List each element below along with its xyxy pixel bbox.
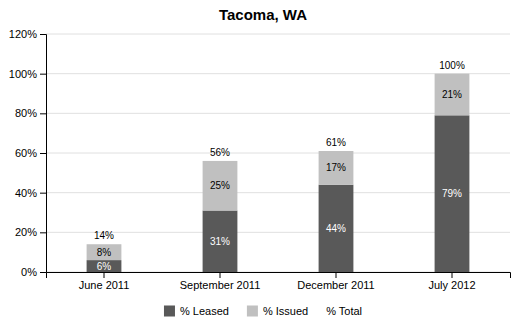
bar — [203, 161, 238, 211]
y-tick-mark — [40, 153, 46, 154]
bar — [203, 211, 238, 272]
x-tick: July 2012 — [428, 272, 475, 291]
y-tick: 80% — [15, 107, 46, 119]
x-axis-line — [47, 273, 511, 279]
bar — [87, 244, 122, 260]
data-label: 17% — [326, 162, 346, 173]
y-tick-mark — [40, 113, 46, 114]
x-tick: September 2011 — [180, 272, 261, 291]
y-tick: 100% — [9, 68, 46, 80]
legend-label: % Total — [326, 305, 362, 317]
bar — [319, 185, 354, 272]
y-axis: 0% 20% 40% 60% 80% 100% 120% — [9, 28, 47, 278]
y-tick-mark — [40, 232, 46, 233]
legend-item: % Total — [326, 305, 362, 317]
bar-series — [87, 115, 470, 272]
legend-label: % Issued — [263, 305, 308, 317]
y-tick-label: 100% — [9, 68, 37, 80]
legend-swatch — [247, 306, 258, 317]
y-tick: 20% — [15, 226, 46, 238]
y-tick-label: 0% — [21, 266, 37, 278]
bar — [435, 115, 470, 272]
y-tick-label: 20% — [15, 226, 37, 238]
y-tick-mark — [40, 193, 46, 194]
x-tick-mark — [336, 272, 337, 278]
x-tick-mark — [220, 272, 221, 278]
total-label: 100% — [439, 60, 465, 71]
total-label: 61% — [326, 137, 346, 148]
y-tick: 120% — [9, 28, 46, 40]
bar — [87, 260, 122, 272]
y-tick-mark — [40, 272, 46, 273]
x-tick-label: December 2011 — [297, 279, 374, 291]
x-tick-mark — [452, 272, 453, 278]
grid — [46, 34, 510, 272]
bar-series — [87, 74, 470, 260]
legend-item: % Issued — [247, 305, 308, 317]
y-tick-label: 60% — [15, 147, 37, 159]
total-label: 14% — [94, 230, 114, 241]
x-tick-label: June 2011 — [79, 279, 130, 291]
y-tick: 40% — [15, 187, 46, 199]
legend: % Leased % Issued % Total — [164, 305, 362, 317]
x-tick: June 2011 — [79, 272, 130, 291]
data-label: 21% — [442, 89, 462, 100]
grid-line — [46, 34, 510, 35]
data-label: 25% — [210, 180, 230, 191]
data-label: 79% — [442, 188, 462, 199]
legend-item: % Leased — [164, 305, 229, 317]
total-label: 56% — [210, 147, 230, 158]
bars — [87, 74, 470, 272]
y-tick-label: 80% — [15, 107, 37, 119]
x-tick: December 2011 — [297, 272, 374, 291]
y-tick: 60% — [15, 147, 46, 159]
x-axis: June 2011 September 2011 December 2011 July… — [47, 272, 511, 291]
bar — [435, 74, 470, 116]
x-tick-label: July 2012 — [428, 279, 475, 291]
data-label: 31% — [210, 236, 230, 247]
y-tick-mark — [40, 34, 46, 35]
chart: Tacoma, WA 6% 31% 44% 79% 8% 25% 17% 21% 14% 56% 61… — [0, 0, 526, 326]
data-label: 8% — [97, 247, 112, 258]
data-labels: 6% 31% 44% 79% 8% 25% 17% 21% 14% 56% 61% 100% — [94, 60, 465, 272]
y-axis-line — [40, 35, 47, 273]
legend-swatch — [164, 306, 175, 317]
data-label: 44% — [326, 223, 346, 234]
y-tick-mark — [40, 74, 46, 75]
y-tick: 0% — [21, 266, 46, 278]
data-label: 6% — [97, 261, 112, 272]
x-tick-label: September 2011 — [180, 279, 261, 291]
title: Tacoma, WA — [219, 6, 307, 23]
bar — [319, 151, 354, 185]
y-tick-label: 120% — [9, 28, 37, 40]
legend-label: % Leased — [180, 305, 229, 317]
y-tick-label: 40% — [15, 187, 37, 199]
x-tick-mark — [104, 272, 105, 278]
plot: 6% 31% 44% 79% 8% 25% 17% 21% 14% 56% 61% 100% 0% 20%… — [9, 28, 511, 291]
